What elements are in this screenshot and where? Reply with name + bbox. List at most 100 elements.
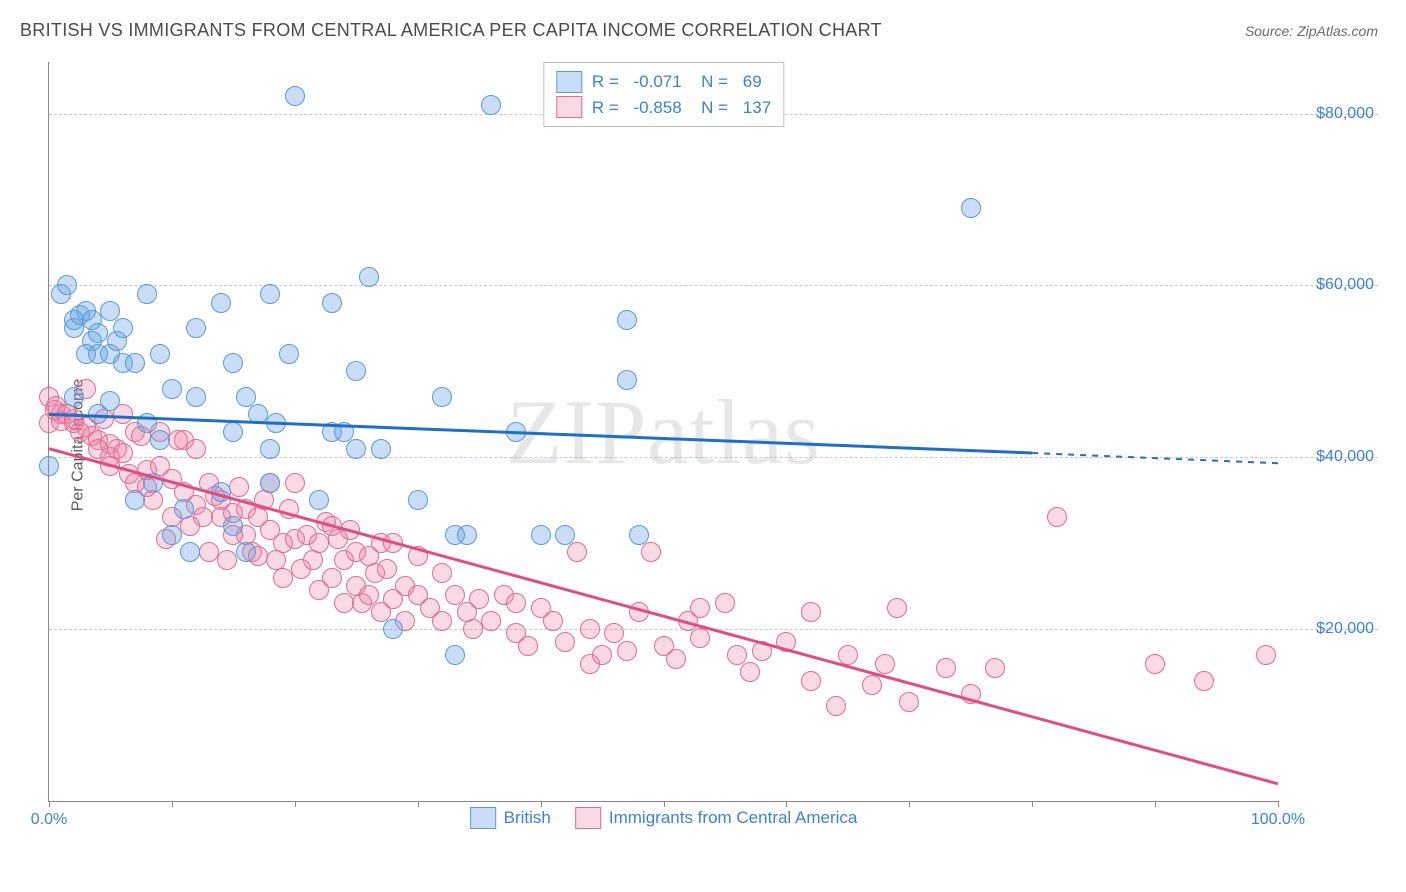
y-tick-label: $20,000 — [1316, 620, 1374, 638]
british-point — [322, 293, 342, 313]
immigrants-point — [143, 490, 163, 510]
immigrants-point — [776, 632, 796, 652]
legend-n-label: N = — [692, 95, 733, 121]
british-point — [260, 473, 280, 493]
legend-r-label: R = — [592, 69, 624, 95]
legend-label-british: British — [504, 808, 551, 828]
swatch-immigrants-icon — [575, 807, 601, 829]
british-point — [223, 422, 243, 442]
immigrants-point — [690, 598, 710, 618]
british-point — [150, 430, 170, 450]
immigrants-point — [279, 499, 299, 519]
british-point — [186, 318, 206, 338]
immigrants-point — [641, 542, 661, 562]
immigrants-point — [273, 568, 293, 588]
legend-n-british: 69 — [743, 69, 762, 95]
british-point — [39, 456, 59, 476]
x-tick — [1278, 801, 1279, 807]
immigrants-point — [555, 632, 575, 652]
british-point — [88, 323, 108, 343]
legend-label-immigrants: Immigrants from Central America — [609, 808, 857, 828]
x-tick — [295, 801, 296, 807]
gridline — [49, 457, 1378, 458]
legend-r-label: R = — [592, 95, 624, 121]
british-point — [617, 370, 637, 390]
plot-area: ZIPatlas R = -0.071 N = 69 R = -0.858 N … — [48, 62, 1278, 802]
immigrants-point — [666, 649, 686, 669]
immigrants-point — [580, 619, 600, 639]
british-point — [236, 387, 256, 407]
british-point — [64, 387, 84, 407]
british-point — [57, 275, 77, 295]
x-tick — [418, 801, 419, 807]
legend-n-immigrants: 137 — [743, 95, 771, 121]
x-tick — [49, 801, 50, 807]
british-point — [371, 439, 391, 459]
british-point — [266, 413, 286, 433]
british-point — [125, 353, 145, 373]
immigrants-point — [359, 585, 379, 605]
x-tick — [541, 801, 542, 807]
british-point — [555, 525, 575, 545]
british-point — [359, 267, 379, 287]
immigrants-point — [752, 641, 772, 661]
chart-title: BRITISH VS IMMIGRANTS FROM CENTRAL AMERI… — [20, 20, 882, 41]
british-point — [408, 490, 428, 510]
gridline — [49, 629, 1378, 630]
british-point — [174, 499, 194, 519]
immigrants-point — [985, 658, 1005, 678]
chart-source: Source: ZipAtlas.com — [1245, 23, 1378, 39]
immigrants-point — [322, 568, 342, 588]
legend-series: British Immigrants from Central America — [470, 807, 858, 829]
immigrants-point — [199, 542, 219, 562]
immigrants-point — [383, 533, 403, 553]
swatch-immigrants-icon — [556, 96, 582, 118]
immigrants-point — [1047, 507, 1067, 527]
british-point — [180, 542, 200, 562]
legend-r-immigrants: -0.858 — [633, 95, 681, 121]
immigrants-point — [1256, 645, 1276, 665]
british-point — [285, 86, 305, 106]
immigrants-point — [469, 589, 489, 609]
immigrants-point — [463, 619, 483, 639]
british-point — [309, 490, 329, 510]
immigrants-point — [186, 439, 206, 459]
immigrants-point — [801, 671, 821, 691]
swatch-british-icon — [556, 71, 582, 93]
british-point — [279, 344, 299, 364]
british-point — [100, 391, 120, 411]
british-point — [113, 318, 133, 338]
legend-item-british: British — [470, 807, 551, 829]
x-tick — [1032, 801, 1033, 807]
legend-r-british: -0.071 — [633, 69, 681, 95]
immigrants-point — [506, 593, 526, 613]
british-point — [137, 284, 157, 304]
watermark: ZIPatlas — [506, 379, 821, 485]
immigrants-point — [377, 559, 397, 579]
british-point — [100, 301, 120, 321]
british-point — [260, 439, 280, 459]
immigrants-point — [408, 546, 428, 566]
british-point — [629, 525, 649, 545]
plot-wrap: Per Capita Income ZIPatlas R = -0.071 N … — [48, 62, 1378, 828]
immigrants-point — [838, 645, 858, 665]
immigrants-point — [193, 507, 213, 527]
british-point — [260, 284, 280, 304]
trend-line-immigrants — [49, 449, 1278, 784]
immigrants-point — [875, 654, 895, 674]
immigrants-point — [113, 443, 133, 463]
british-point — [481, 95, 501, 115]
immigrants-point — [334, 593, 354, 613]
immigrants-point — [801, 602, 821, 622]
gridline — [49, 285, 1378, 286]
british-point — [223, 353, 243, 373]
immigrants-point — [715, 593, 735, 613]
x-tick — [786, 801, 787, 807]
british-point — [961, 198, 981, 218]
british-point — [143, 473, 163, 493]
immigrants-point — [727, 645, 747, 665]
y-tick-label: $80,000 — [1316, 105, 1374, 123]
british-point — [617, 310, 637, 330]
legend-stats: R = -0.071 N = 69 R = -0.858 N = 137 — [543, 62, 784, 127]
british-point — [236, 542, 256, 562]
